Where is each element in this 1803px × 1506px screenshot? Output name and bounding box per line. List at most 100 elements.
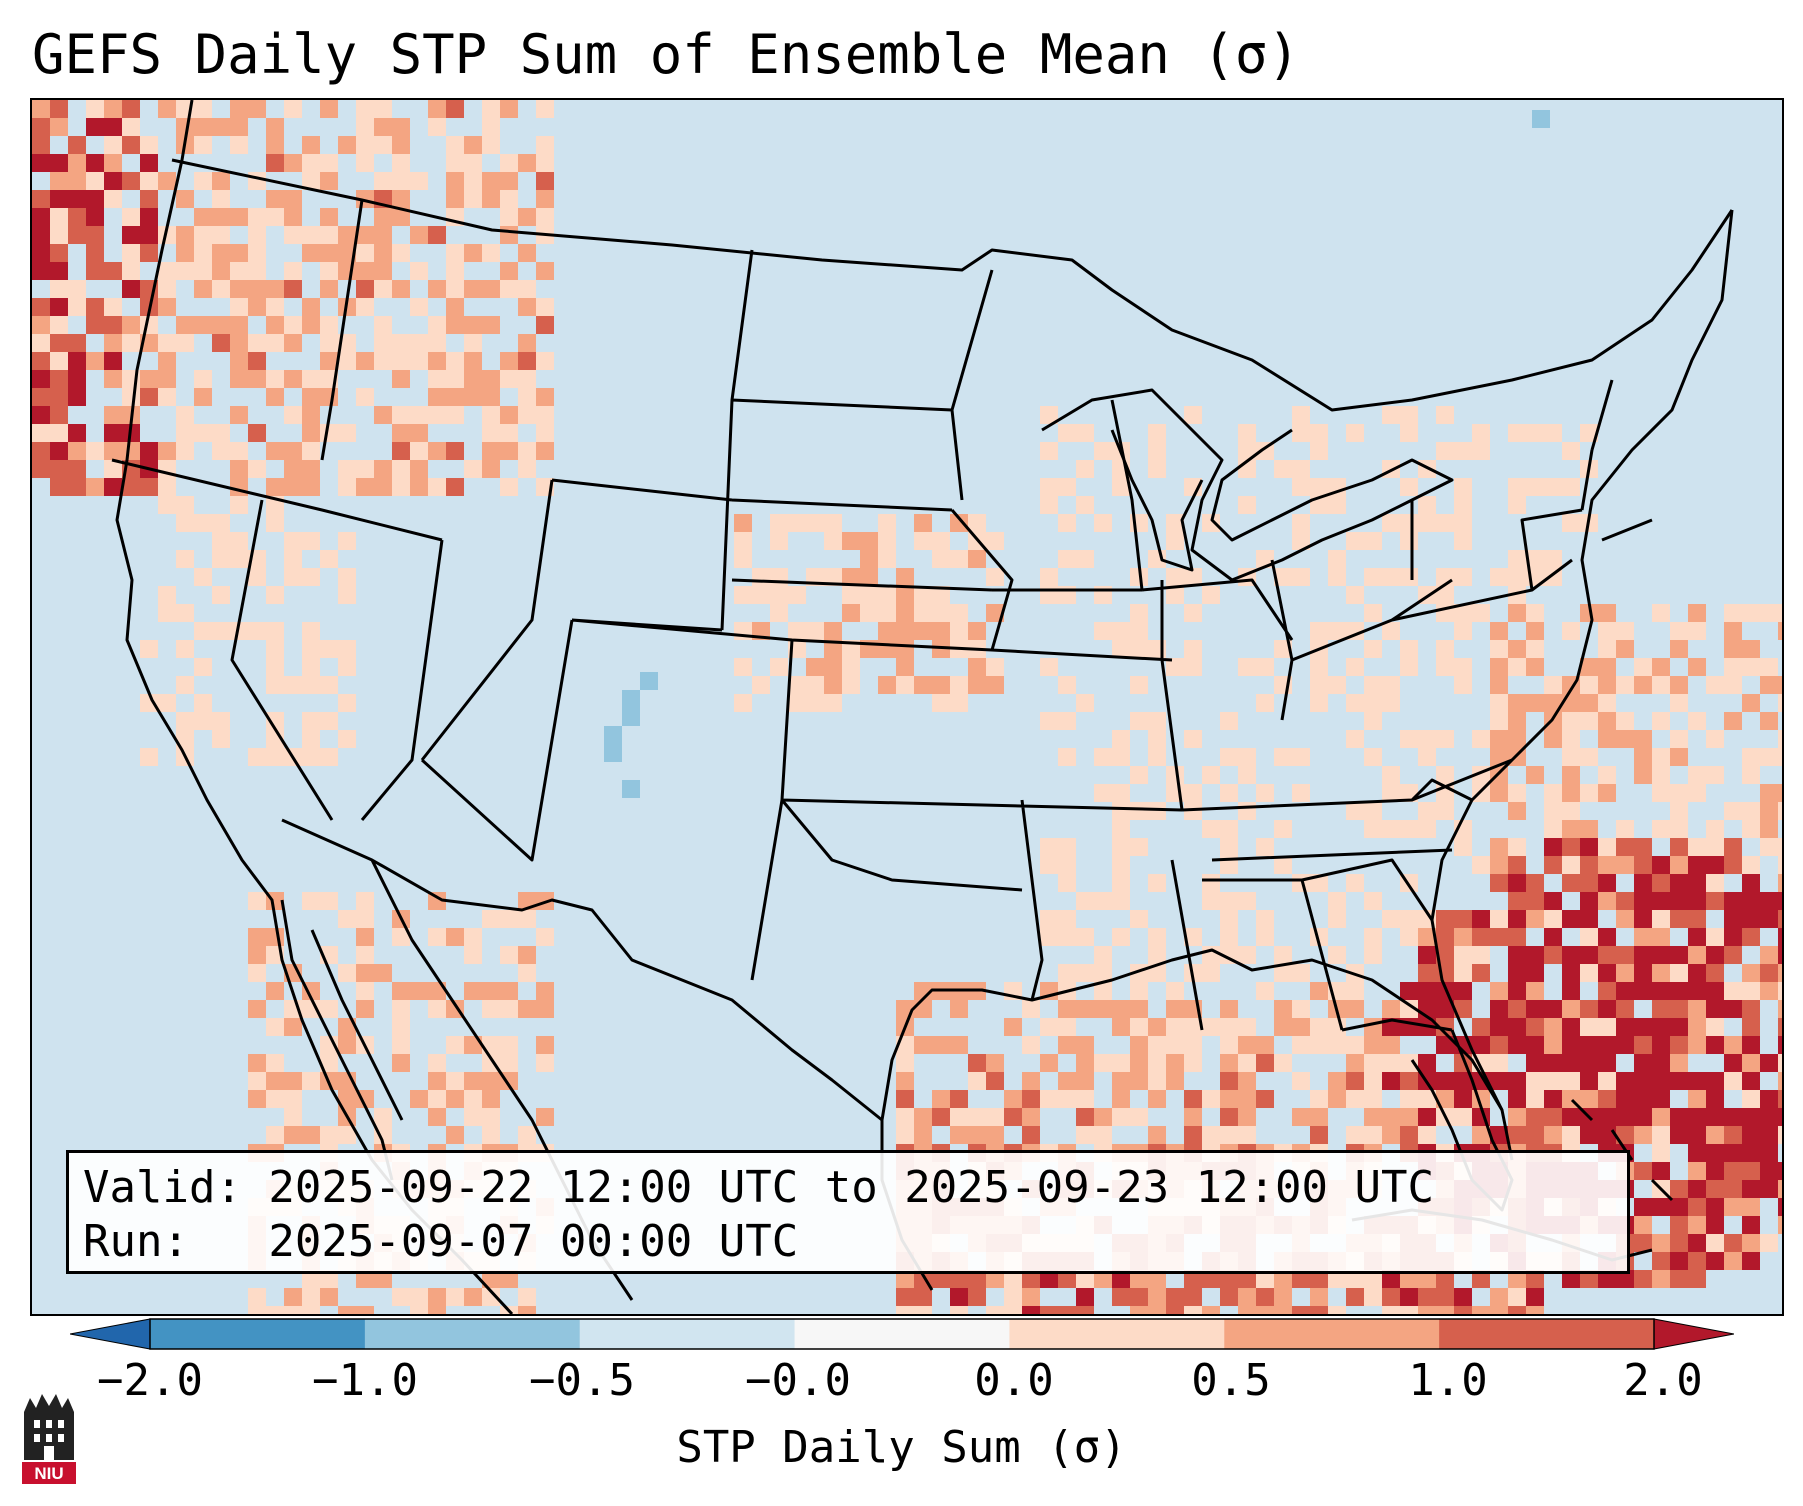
stp-cell — [1292, 1018, 1310, 1036]
stp-cell — [896, 1090, 914, 1108]
stp-cell — [1454, 478, 1472, 496]
stp-cell — [392, 190, 410, 208]
stp-cell — [320, 316, 338, 334]
stp-cell — [1418, 730, 1436, 748]
stp-cell — [1598, 1072, 1616, 1090]
stp-cell — [1508, 604, 1526, 622]
stp-cell — [1364, 1054, 1382, 1072]
stp-cell — [1688, 838, 1706, 856]
stp-cell — [518, 388, 536, 406]
stp-cell — [932, 676, 950, 694]
stp-cell — [1742, 658, 1760, 676]
stp-cell — [878, 604, 896, 622]
stp-cell — [1544, 928, 1562, 946]
stp-cell — [1706, 1180, 1724, 1198]
stp-cell — [1058, 856, 1076, 874]
stp-cell — [968, 1126, 986, 1144]
stp-cell — [1328, 892, 1346, 910]
stp-cell — [428, 1000, 446, 1018]
stp-cell — [1076, 1072, 1094, 1090]
stp-cell — [464, 1090, 482, 1108]
stp-cell — [1742, 604, 1760, 622]
stp-cell — [464, 982, 482, 1000]
colorbar-segment — [364, 1319, 581, 1349]
stp-cell — [446, 928, 464, 946]
stp-cell — [1382, 1054, 1400, 1072]
stp-cell — [482, 118, 500, 136]
stp-cell — [122, 262, 140, 280]
stp-cell — [1634, 1216, 1652, 1234]
stp-cell — [518, 1126, 536, 1144]
stp-cell — [518, 208, 536, 226]
stp-cell — [1202, 1306, 1220, 1314]
stp-cell — [1760, 892, 1778, 910]
stp-cell — [1634, 982, 1652, 1000]
stp-cell — [1130, 1108, 1148, 1126]
stp-cell — [1742, 1036, 1760, 1054]
stp-cell — [1580, 784, 1598, 802]
stp-cell — [1436, 1036, 1454, 1054]
stp-cell — [1760, 946, 1778, 964]
stp-cell — [482, 1072, 500, 1090]
stp-cell — [338, 1090, 356, 1108]
stp-cell — [248, 424, 266, 442]
stp-cell — [536, 136, 554, 154]
stp-cell — [1040, 496, 1058, 514]
stp-cell — [356, 280, 374, 298]
stp-cell — [1652, 1198, 1670, 1216]
stp-cell — [1508, 694, 1526, 712]
stp-cell — [356, 460, 374, 478]
stp-cell — [1598, 946, 1616, 964]
stp-cell — [1094, 1126, 1112, 1144]
stp-cell — [302, 406, 320, 424]
stp-cell — [1688, 1018, 1706, 1036]
stp-cell — [536, 352, 554, 370]
stp-cell — [1634, 1162, 1652, 1180]
baja-coastline — [280, 899, 404, 1181]
stp-cell — [1580, 1018, 1598, 1036]
stp-cell — [806, 568, 824, 586]
stp-cell — [1382, 406, 1400, 424]
stp-cell — [1634, 1090, 1652, 1108]
stp-cell — [338, 478, 356, 496]
stp-cell — [104, 154, 122, 172]
stp-cell — [1292, 1072, 1310, 1090]
stp-cell — [32, 154, 50, 172]
stp-cell — [1130, 1018, 1148, 1036]
stp-cell — [176, 496, 194, 514]
stp-cell — [284, 280, 302, 298]
stp-cell — [1580, 676, 1598, 694]
stp-cell — [1436, 1270, 1454, 1288]
stp-cell — [356, 982, 374, 1000]
stp-cell — [1742, 694, 1760, 712]
stp-cell — [1292, 532, 1310, 550]
stp-cell — [212, 622, 230, 640]
stp-cell — [986, 658, 1004, 676]
stp-cell — [446, 442, 464, 460]
stp-cell — [1670, 784, 1688, 802]
stp-cell — [1220, 1126, 1238, 1144]
stp-cell — [1400, 568, 1418, 586]
stp-cell — [1778, 604, 1782, 622]
stp-cell — [1166, 568, 1184, 586]
stp-cell — [1130, 1306, 1148, 1314]
stp-cell — [320, 352, 338, 370]
stp-cell — [32, 118, 50, 136]
stp-cell — [1724, 892, 1742, 910]
stp-cell — [1508, 496, 1526, 514]
stp-cell — [1400, 820, 1418, 838]
stp-cell — [1598, 838, 1616, 856]
stp-cell — [356, 118, 374, 136]
stp-cell — [356, 244, 374, 262]
stp-cell — [1112, 820, 1130, 838]
stp-cell — [212, 424, 230, 442]
stp-cell — [518, 946, 536, 964]
stp-cell — [1436, 730, 1454, 748]
stp-cell — [122, 118, 140, 136]
west-coastline — [115, 100, 514, 1314]
stp-cell — [194, 316, 212, 334]
stp-cell — [1490, 748, 1508, 766]
stp-cell — [1526, 1090, 1544, 1108]
stp-cell — [932, 640, 950, 658]
stp-cell — [1778, 784, 1782, 802]
